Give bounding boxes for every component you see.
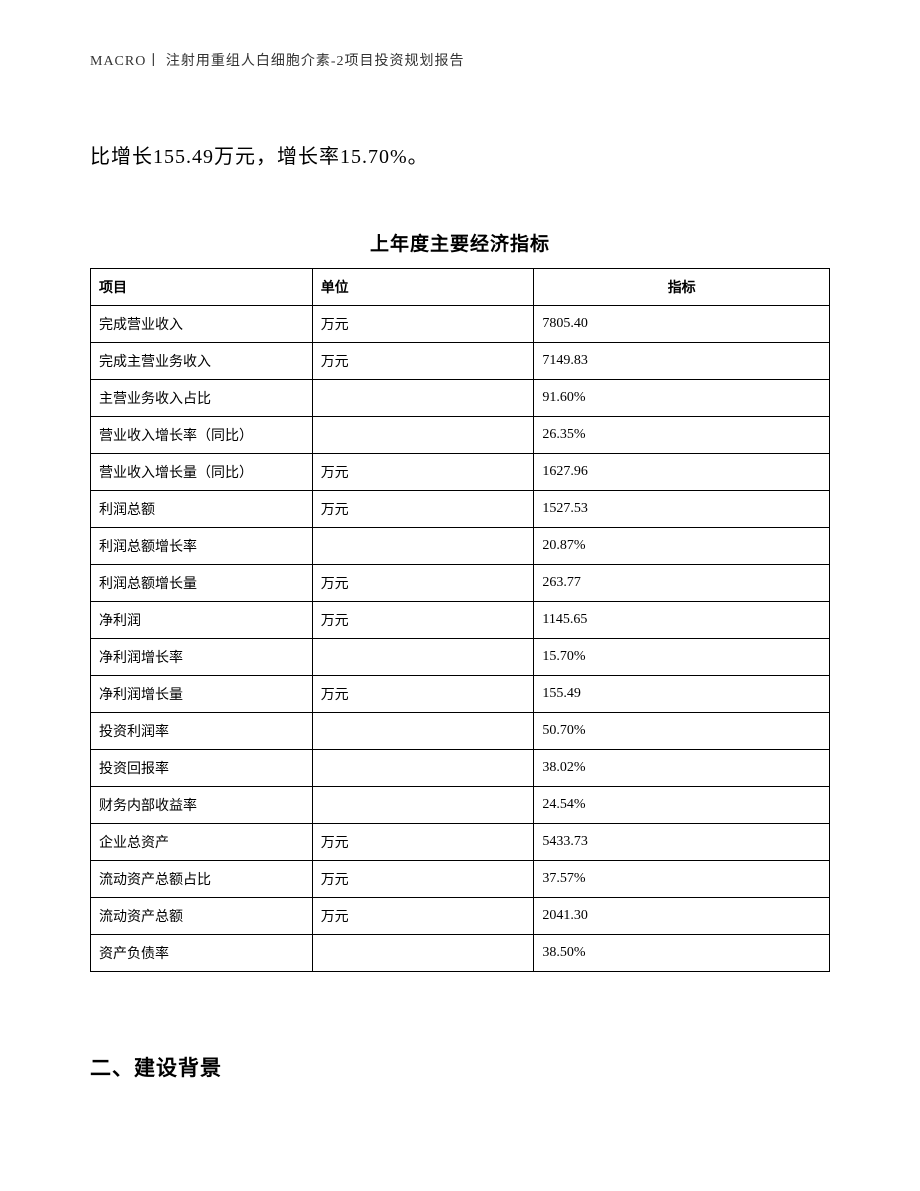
cell-unit: 万元 xyxy=(312,676,534,713)
cell-unit: 万元 xyxy=(312,565,534,602)
cell-value: 15.70% xyxy=(534,639,830,676)
cell-unit: 万元 xyxy=(312,824,534,861)
cell-item: 企业总资产 xyxy=(91,824,313,861)
cell-value: 38.02% xyxy=(534,750,830,787)
cell-value: 2041.30 xyxy=(534,898,830,935)
cell-item: 净利润增长率 xyxy=(91,639,313,676)
table-row: 投资利润率 50.70% xyxy=(91,713,830,750)
cell-item: 财务内部收益率 xyxy=(91,787,313,824)
cell-item: 完成主营业务收入 xyxy=(91,343,313,380)
table-title: 上年度主要经济指标 xyxy=(90,229,830,256)
cell-value: 7149.83 xyxy=(534,343,830,380)
cell-value: 1627.96 xyxy=(534,454,830,491)
section-heading: 二、建设背景 xyxy=(90,1052,830,1082)
table-row: 企业总资产万元5433.73 xyxy=(91,824,830,861)
cell-item: 营业收入增长量（同比） xyxy=(91,454,313,491)
table-row: 资产负债率 38.50% xyxy=(91,935,830,972)
cell-value: 38.50% xyxy=(534,935,830,972)
cell-value: 26.35% xyxy=(534,417,830,454)
cell-value: 91.60% xyxy=(534,380,830,417)
cell-item: 完成营业收入 xyxy=(91,306,313,343)
cell-unit xyxy=(312,935,534,972)
cell-value: 37.57% xyxy=(534,861,830,898)
cell-item: 净利润 xyxy=(91,602,313,639)
cell-unit: 万元 xyxy=(312,306,534,343)
page-header: MACRO丨 注射用重组人白细胞介素-2项目投资规划报告 xyxy=(90,50,830,70)
table-row: 投资回报率 38.02% xyxy=(91,750,830,787)
cell-unit xyxy=(312,417,534,454)
cell-item: 利润总额 xyxy=(91,491,313,528)
col-header-value: 指标 xyxy=(534,269,830,306)
cell-unit xyxy=(312,787,534,824)
cell-value: 5433.73 xyxy=(534,824,830,861)
cell-item: 营业收入增长率（同比） xyxy=(91,417,313,454)
cell-value: 1145.65 xyxy=(534,602,830,639)
cell-value: 155.49 xyxy=(534,676,830,713)
cell-unit: 万元 xyxy=(312,491,534,528)
table-row: 净利润增长量万元155.49 xyxy=(91,676,830,713)
cell-item: 资产负债率 xyxy=(91,935,313,972)
table-row: 营业收入增长率（同比） 26.35% xyxy=(91,417,830,454)
cell-value: 24.54% xyxy=(534,787,830,824)
cell-unit: 万元 xyxy=(312,861,534,898)
col-header-unit: 单位 xyxy=(312,269,534,306)
cell-item: 利润总额增长率 xyxy=(91,528,313,565)
col-header-item: 项目 xyxy=(91,269,313,306)
table-row: 营业收入增长量（同比）万元1627.96 xyxy=(91,454,830,491)
cell-unit xyxy=(312,528,534,565)
table-row: 流动资产总额万元2041.30 xyxy=(91,898,830,935)
table-row: 流动资产总额占比万元37.57% xyxy=(91,861,830,898)
table-row: 净利润增长率 15.70% xyxy=(91,639,830,676)
table-row: 完成营业收入万元7805.40 xyxy=(91,306,830,343)
cell-item: 投资利润率 xyxy=(91,713,313,750)
cell-item: 利润总额增长量 xyxy=(91,565,313,602)
table-row: 利润总额增长率 20.87% xyxy=(91,528,830,565)
cell-unit xyxy=(312,750,534,787)
table-row: 净利润万元1145.65 xyxy=(91,602,830,639)
cell-unit: 万元 xyxy=(312,602,534,639)
table-row: 主营业务收入占比 91.60% xyxy=(91,380,830,417)
cell-value: 263.77 xyxy=(534,565,830,602)
cell-unit: 万元 xyxy=(312,454,534,491)
cell-value: 50.70% xyxy=(534,713,830,750)
cell-unit xyxy=(312,713,534,750)
cell-value: 1527.53 xyxy=(534,491,830,528)
cell-item: 投资回报率 xyxy=(91,750,313,787)
table-row: 利润总额增长量万元263.77 xyxy=(91,565,830,602)
table-row: 完成主营业务收入万元7149.83 xyxy=(91,343,830,380)
cell-item: 流动资产总额占比 xyxy=(91,861,313,898)
cell-item: 流动资产总额 xyxy=(91,898,313,935)
table-header-row: 项目 单位 指标 xyxy=(91,269,830,306)
cell-unit xyxy=(312,639,534,676)
economic-indicators-table: 项目 单位 指标 完成营业收入万元7805.40完成主营业务收入万元7149.8… xyxy=(90,268,830,972)
document-page: MACRO丨 注射用重组人白细胞介素-2项目投资规划报告 比增长155.49万元… xyxy=(0,0,920,1142)
intro-paragraph: 比增长155.49万元，增长率15.70%。 xyxy=(90,140,830,169)
cell-unit xyxy=(312,380,534,417)
table-row: 利润总额万元1527.53 xyxy=(91,491,830,528)
cell-value: 20.87% xyxy=(534,528,830,565)
cell-unit: 万元 xyxy=(312,343,534,380)
cell-unit: 万元 xyxy=(312,898,534,935)
table-body: 完成营业收入万元7805.40完成主营业务收入万元7149.83主营业务收入占比… xyxy=(91,306,830,972)
cell-item: 主营业务收入占比 xyxy=(91,380,313,417)
cell-value: 7805.40 xyxy=(534,306,830,343)
table-row: 财务内部收益率 24.54% xyxy=(91,787,830,824)
cell-item: 净利润增长量 xyxy=(91,676,313,713)
